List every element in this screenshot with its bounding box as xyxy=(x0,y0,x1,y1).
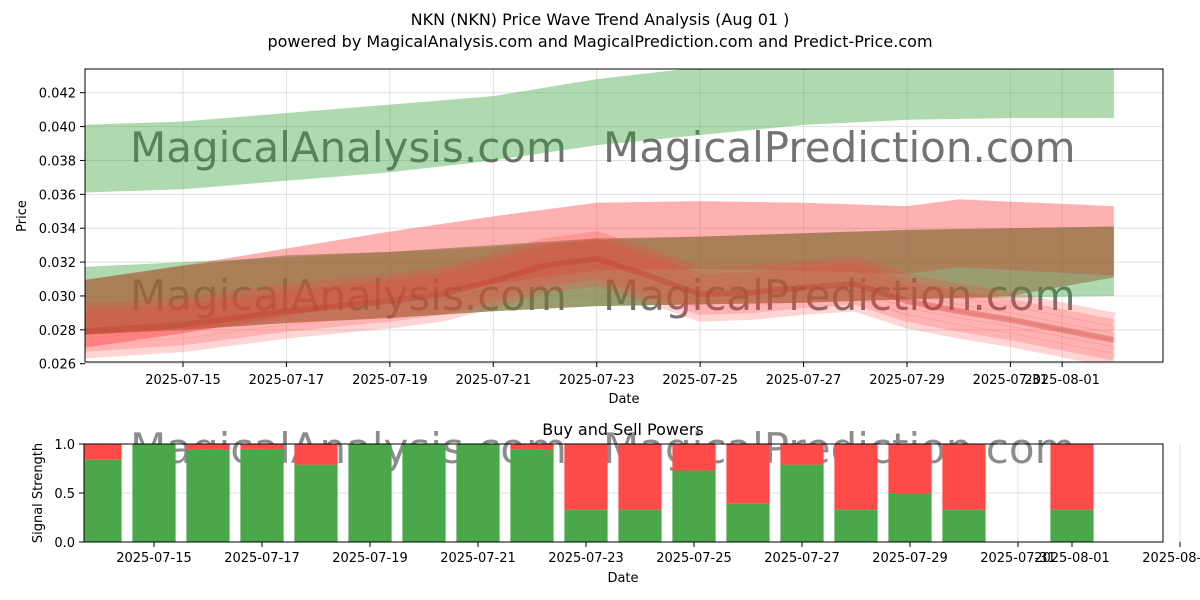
buy-bar xyxy=(294,464,338,542)
price-wave-trace xyxy=(85,265,1116,361)
signal-x-tick-label: 2025-07-23 xyxy=(548,551,624,566)
signal-x-tick-label: 2025-07-31 xyxy=(980,551,1056,566)
buy-bar xyxy=(618,509,662,542)
price-x-tick-label: 2025-07-23 xyxy=(559,373,635,388)
price-y-tick-label: 0.034 xyxy=(39,222,76,237)
price-x-tick-label: 2025-07-29 xyxy=(869,373,945,388)
buy-bar xyxy=(402,444,446,542)
signal-x-tick-label: 2025-08-03 xyxy=(1142,551,1200,566)
price-x-tick-label: 2025-07-17 xyxy=(249,373,325,388)
buy-bar xyxy=(564,509,608,542)
signal-x-axis-label: Date xyxy=(607,571,638,586)
price-plot-frame xyxy=(84,68,1164,363)
price-y-tick-label: 0.026 xyxy=(39,358,76,373)
price-y-axis-label: Price xyxy=(15,200,30,232)
sell-bar xyxy=(84,444,122,460)
signal-y-axis-label: Signal Strength xyxy=(31,443,46,543)
buy-bar xyxy=(240,448,284,542)
sell-bar xyxy=(564,444,608,510)
buy-bar xyxy=(84,459,122,542)
signal-y-tick-label: 1.0 xyxy=(54,438,75,453)
buy-bar xyxy=(1050,509,1094,542)
price-wave-trace xyxy=(85,244,1116,341)
price-band-green xyxy=(85,69,1114,193)
sell-bar xyxy=(780,444,824,465)
buy-bar xyxy=(456,444,500,542)
price-x-tick-label: 2025-07-21 xyxy=(456,373,532,388)
sell-bar xyxy=(186,444,230,450)
price-band-brown xyxy=(85,226,1114,335)
price-y-tick-label: 0.038 xyxy=(39,154,76,169)
price-y-tick-label: 0.036 xyxy=(39,188,76,203)
price-waves xyxy=(85,231,1116,362)
price-wave-trace xyxy=(85,238,1116,334)
sell-bar xyxy=(888,444,932,493)
signal-x-tick-label: 2025-07-29 xyxy=(872,551,948,566)
buy-bar xyxy=(672,470,716,542)
buy-bar xyxy=(348,444,392,542)
chart-subtitle: powered by MagicalAnalysis.com and Magic… xyxy=(267,32,933,51)
buy-bar xyxy=(888,493,932,542)
price-wave-trace xyxy=(85,231,1116,327)
chart-title: NKN (NKN) Price Wave Trend Analysis (Aug… xyxy=(410,10,790,29)
price-bands xyxy=(85,69,1114,348)
sell-bar xyxy=(510,444,554,450)
sell-bar xyxy=(240,444,284,449)
price-x-tick-label: 2025-07-19 xyxy=(352,373,428,388)
buy-bar xyxy=(942,509,986,542)
buy-bar xyxy=(834,509,878,542)
signal-x-tick-label: 2025-07-21 xyxy=(440,551,516,566)
buy-bar xyxy=(510,449,554,542)
sell-bar xyxy=(618,444,662,510)
price-x-axis-label: Date xyxy=(608,392,639,407)
price-x-tick-label: 2025-07-25 xyxy=(662,373,738,388)
price-y-axis: 0.026 0.028 0.030 0.032 0.034 0.036 0.038 0.040… xyxy=(39,87,85,373)
price-wave-trace xyxy=(85,258,1116,354)
price-y-tick-label: 0.042 xyxy=(39,87,76,102)
price-x-tick-label: 2025-08-01 xyxy=(1024,373,1100,388)
watermark-text: MagicalAnalysis.com xyxy=(130,123,567,172)
buy-bar xyxy=(726,503,770,542)
signal-x-tick-label: 2025-07-25 xyxy=(656,551,732,566)
signal-x-tick-label: 2025-07-27 xyxy=(764,551,840,566)
watermark-text: MagicalPrediction.com xyxy=(603,123,1076,172)
buy-bar xyxy=(186,449,230,542)
signal-y-tick-label: 0.0 xyxy=(54,536,75,551)
signal-x-tick-label: 2025-07-15 xyxy=(116,551,192,566)
price-x-axis: 2025-07-15 2025-07-17 2025-07-19 2025-07-21… xyxy=(145,362,1100,388)
sell-bar xyxy=(1050,444,1094,510)
price-wave-center xyxy=(85,255,1115,343)
sell-bar xyxy=(294,444,338,465)
signal-bars xyxy=(84,444,1094,542)
price-x-tick-label: 2025-07-31 xyxy=(973,373,1049,388)
price-y-tick-label: 0.032 xyxy=(39,256,76,271)
price-x-tick-label: 2025-07-15 xyxy=(145,373,221,388)
buy-bar xyxy=(132,444,176,542)
price-wave-trace xyxy=(85,251,1116,347)
signal-x-tick-label: 2025-07-17 xyxy=(224,551,300,566)
signal-y-tick-label: 0.5 xyxy=(54,487,75,502)
price-y-tick-label: 0.028 xyxy=(39,324,76,339)
signal-chart-title: Buy and Sell Powers xyxy=(542,420,704,439)
sell-bar xyxy=(834,444,878,510)
sell-bar xyxy=(726,444,770,504)
signal-y-axis: 0.0 0.5 1.0 xyxy=(54,438,84,551)
sell-bar xyxy=(942,444,986,510)
price-x-tick-label: 2025-07-27 xyxy=(766,373,842,388)
buy-bar xyxy=(780,464,824,542)
price-wave-trace xyxy=(85,272,1116,362)
price-y-tick-label: 0.030 xyxy=(39,290,76,305)
price-y-tick-label: 0.040 xyxy=(39,121,76,136)
signal-x-tick-label: 2025-08-01 xyxy=(1034,551,1110,566)
signal-x-axis: 2025-07-15 2025-07-17 2025-07-19 2025-07-21… xyxy=(116,542,1200,566)
sell-bar xyxy=(672,444,716,471)
signal-x-tick-label: 2025-07-19 xyxy=(332,551,408,566)
